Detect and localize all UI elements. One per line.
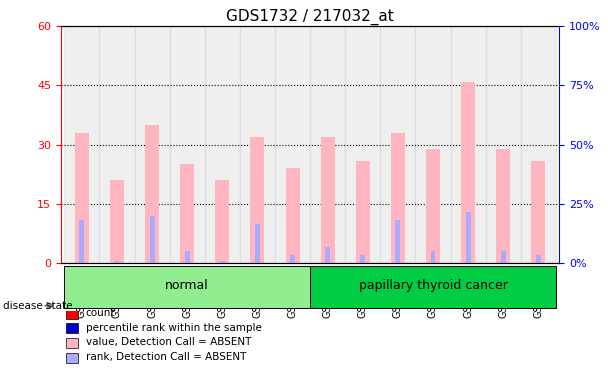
Bar [80,220,85,263]
Bar [531,160,545,263]
Bar [75,133,89,263]
Bar [415,26,451,263]
Title: GDS1732 / 217032_at: GDS1732 / 217032_at [226,9,394,25]
Bar [320,137,334,263]
Bar [170,26,205,263]
Bar [356,160,370,263]
Bar [66,353,78,363]
Bar [114,261,119,263]
Bar [110,180,124,263]
Text: count: count [86,308,116,318]
Bar [286,168,300,263]
Bar [501,251,506,263]
Bar [466,212,471,263]
Bar [275,26,310,263]
Bar [185,251,190,263]
Bar [361,255,365,263]
Bar [240,26,275,263]
Bar [255,224,260,263]
Bar [290,255,295,263]
Bar [391,133,405,263]
Bar [64,26,100,263]
Bar [215,180,229,263]
Bar [520,26,556,263]
Bar [250,137,264,263]
Bar [66,338,78,348]
Bar [395,220,400,263]
Bar [205,26,240,263]
Text: value, Detection Call = ABSENT: value, Detection Call = ABSENT [86,338,251,348]
Text: percentile rank within the sample: percentile rank within the sample [86,322,261,333]
FancyBboxPatch shape [64,266,310,308]
Bar [325,248,330,263]
Text: normal: normal [165,279,209,292]
Bar [150,216,154,263]
Bar [180,165,194,263]
Bar [134,26,170,263]
Text: rank, Detection Call = ABSENT: rank, Detection Call = ABSENT [86,352,246,362]
Bar [100,26,134,263]
Bar [426,149,440,263]
Bar [66,323,78,333]
Bar [451,26,486,263]
Bar [66,308,78,319]
Text: disease state: disease state [3,301,72,310]
FancyBboxPatch shape [310,266,556,308]
Text: papillary thyroid cancer: papillary thyroid cancer [359,279,508,292]
Bar [430,251,435,263]
Bar [536,255,541,263]
Bar [310,26,345,263]
Bar [145,125,159,263]
Bar [461,81,475,263]
Bar [380,26,415,263]
Bar [220,261,225,263]
Bar [496,149,510,263]
Bar [486,26,520,263]
Bar [345,26,380,263]
